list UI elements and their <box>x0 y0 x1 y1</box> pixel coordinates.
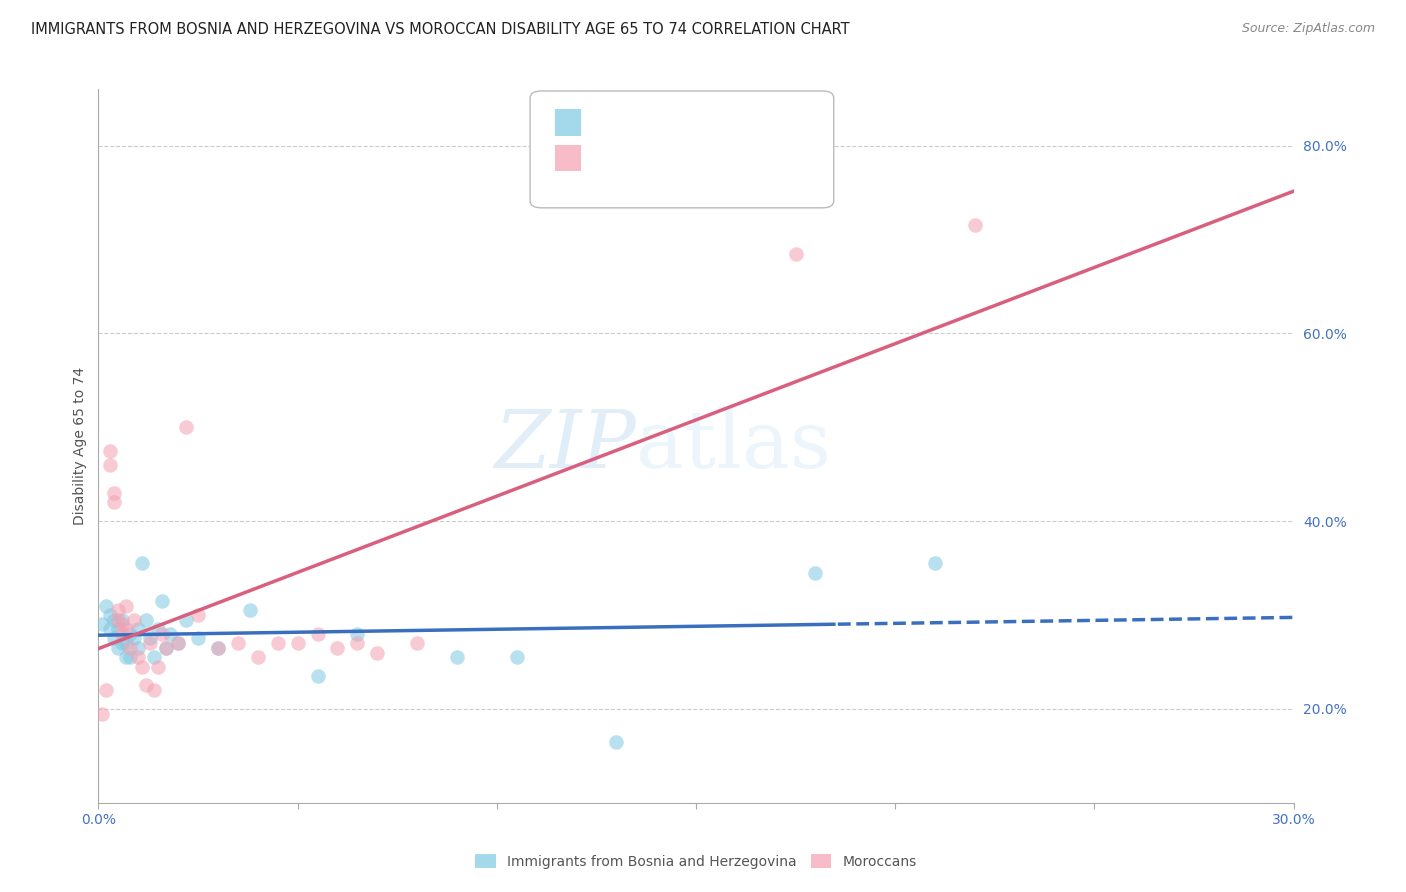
Point <box>326 640 349 655</box>
Point <box>167 636 190 650</box>
Point <box>96 599 118 613</box>
Text: IMMIGRANTS FROM BOSNIA AND HERZEGOVINA VS MOROCCAN DISABILITY AGE 65 TO 74 CORRE: IMMIGRANTS FROM BOSNIA AND HERZEGOVINA V… <box>31 22 849 37</box>
Y-axis label: Disability Age 65 to 74: Disability Age 65 to 74 <box>73 367 87 525</box>
Point <box>135 678 157 692</box>
Point <box>120 650 142 665</box>
Point <box>187 632 209 646</box>
Point <box>506 650 529 665</box>
Point <box>148 622 170 636</box>
Point <box>135 613 157 627</box>
Point <box>124 632 146 646</box>
Point <box>804 566 827 580</box>
Point <box>103 486 125 500</box>
Point <box>107 640 129 655</box>
Point <box>111 636 134 650</box>
Point <box>785 246 807 260</box>
Point <box>174 420 197 434</box>
Point <box>98 458 122 472</box>
Point <box>124 613 146 627</box>
Point <box>159 627 181 641</box>
Point <box>143 650 166 665</box>
Point <box>346 627 368 641</box>
Point <box>207 640 229 655</box>
Point <box>107 622 129 636</box>
Point <box>103 495 125 509</box>
Point <box>107 613 129 627</box>
Point <box>963 219 986 233</box>
Point <box>127 622 149 636</box>
Point <box>924 557 946 571</box>
Point <box>115 599 138 613</box>
Legend: Immigrants from Bosnia and Herzegovina, Moroccans: Immigrants from Bosnia and Herzegovina, … <box>470 848 922 874</box>
Point <box>346 636 368 650</box>
Point <box>111 613 134 627</box>
Point <box>96 683 118 698</box>
Point <box>103 632 125 646</box>
Text: ZIP: ZIP <box>495 408 637 484</box>
Point <box>406 636 429 650</box>
Point <box>446 650 468 665</box>
Point <box>131 557 153 571</box>
Point <box>91 706 114 721</box>
Text: R =  0.303   N = 37: R = 0.303 N = 37 <box>591 115 752 129</box>
Point <box>120 627 142 641</box>
Point <box>366 646 388 660</box>
Point <box>167 636 190 650</box>
Point <box>605 735 627 749</box>
Point <box>287 636 309 650</box>
Point <box>103 613 125 627</box>
Point <box>115 622 138 636</box>
Point <box>226 636 249 650</box>
Point <box>111 627 134 641</box>
Point <box>150 627 173 641</box>
Point <box>139 636 162 650</box>
Point <box>107 603 129 617</box>
Point <box>127 650 149 665</box>
Point <box>155 640 177 655</box>
Text: R =  0.631   N = 37: R = 0.631 N = 37 <box>591 151 752 165</box>
Point <box>98 622 122 636</box>
Point <box>187 607 209 622</box>
Point <box>98 607 122 622</box>
Point <box>143 683 166 698</box>
Point <box>131 659 153 673</box>
Point <box>91 617 114 632</box>
Point <box>239 603 262 617</box>
Point <box>111 617 134 632</box>
Point <box>120 640 142 655</box>
Point <box>267 636 290 650</box>
Point <box>115 650 138 665</box>
Point <box>98 443 122 458</box>
Point <box>115 636 138 650</box>
Text: Source: ZipAtlas.com: Source: ZipAtlas.com <box>1241 22 1375 36</box>
Point <box>139 632 162 646</box>
Point <box>307 627 329 641</box>
Point <box>155 640 177 655</box>
Point <box>150 594 173 608</box>
Point <box>207 640 229 655</box>
Text: atlas: atlas <box>637 407 831 485</box>
Point <box>148 659 170 673</box>
Point <box>127 640 149 655</box>
Point <box>174 613 197 627</box>
Point <box>246 650 269 665</box>
Point <box>307 669 329 683</box>
